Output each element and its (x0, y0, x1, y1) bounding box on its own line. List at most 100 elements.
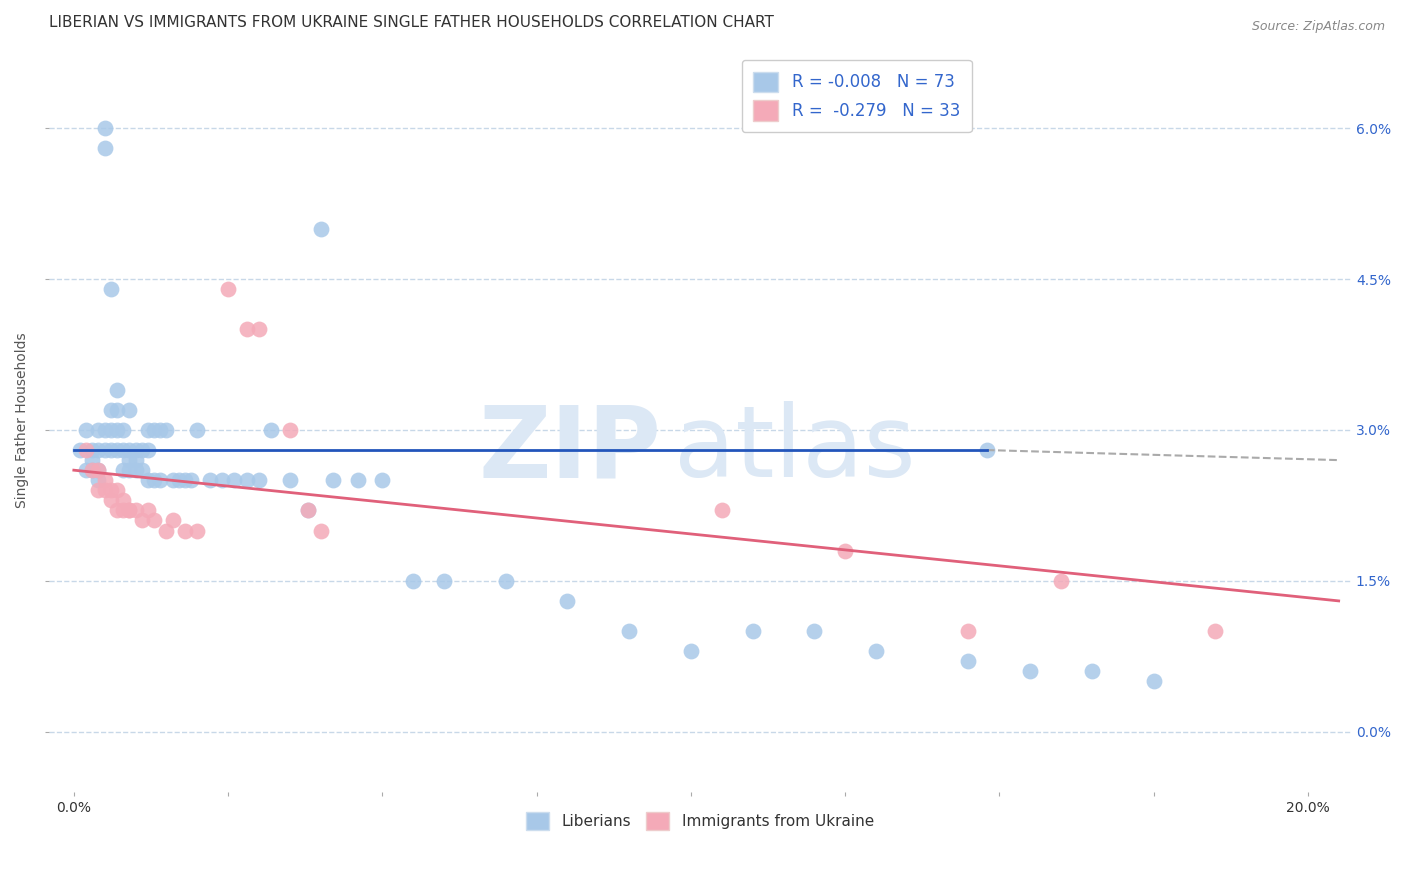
Point (143, 473, 166, 487)
Point (93, 423, 115, 437)
Point (105, 402, 128, 417)
Point (235, 322, 257, 336)
Point (155, 524, 177, 538)
Point (834, 543, 856, 558)
Point (297, 503, 319, 517)
Point (105, 443, 128, 458)
Point (167, 473, 190, 487)
Point (309, 222, 332, 236)
Point (402, 574, 425, 588)
Point (100, 483, 122, 498)
Point (82, 463, 104, 477)
Point (87, 463, 110, 477)
Point (1142, 674, 1164, 689)
Point (118, 503, 141, 517)
Point (136, 473, 159, 487)
Point (75, 443, 97, 458)
Point (260, 423, 283, 437)
Point (131, 463, 153, 477)
Point (100, 402, 122, 417)
Point (322, 473, 344, 487)
Text: Source: ZipAtlas.com: Source: ZipAtlas.com (1251, 20, 1385, 33)
Text: atlas: atlas (673, 401, 915, 498)
Point (93, 473, 115, 487)
Point (112, 463, 135, 477)
Point (112, 503, 135, 517)
Point (217, 282, 239, 296)
Point (75, 463, 97, 477)
Point (136, 423, 159, 437)
Point (82, 443, 104, 458)
Point (235, 473, 257, 487)
Point (82, 453, 104, 467)
Point (309, 524, 332, 538)
Point (93, 443, 115, 458)
Point (82, 463, 104, 477)
Point (100, 282, 122, 296)
Point (87, 423, 110, 437)
Point (118, 453, 141, 467)
Point (173, 524, 195, 538)
Point (143, 513, 166, 527)
Point (136, 503, 159, 517)
Point (112, 493, 135, 508)
Point (741, 624, 763, 638)
Point (118, 402, 141, 417)
Point (957, 654, 980, 668)
Point (186, 524, 208, 538)
Y-axis label: Single Father Households: Single Father Households (15, 332, 30, 508)
Point (224, 473, 246, 487)
Point (173, 473, 195, 487)
Point (149, 423, 172, 437)
Point (143, 423, 166, 437)
Point (278, 423, 301, 437)
Point (124, 453, 146, 467)
Text: ZIP: ZIP (478, 401, 661, 498)
Point (186, 423, 208, 437)
Point (155, 423, 177, 437)
Point (247, 322, 270, 336)
Legend: Liberians, Immigrants from Ukraine: Liberians, Immigrants from Ukraine (520, 805, 880, 837)
Point (617, 624, 640, 638)
Point (180, 473, 202, 487)
Point (118, 503, 141, 517)
Point (100, 493, 122, 508)
Point (976, 443, 998, 458)
Point (118, 443, 141, 458)
Point (93, 121, 115, 136)
Point (124, 443, 146, 458)
Point (105, 483, 128, 498)
Point (87, 483, 110, 498)
Text: LIBERIAN VS IMMIGRANTS FROM UKRAINE SINGLE FATHER HOUSEHOLDS CORRELATION CHART: LIBERIAN VS IMMIGRANTS FROM UKRAINE SING… (49, 15, 775, 30)
Point (105, 383, 128, 397)
Point (87, 463, 110, 477)
Point (112, 443, 135, 458)
Point (865, 644, 887, 658)
Point (278, 473, 301, 487)
Point (371, 473, 394, 487)
Point (100, 423, 122, 437)
Point (803, 624, 825, 638)
Point (124, 503, 146, 517)
Point (679, 644, 702, 658)
Point (211, 473, 233, 487)
Point (162, 513, 184, 527)
Point (1019, 665, 1042, 679)
Point (1050, 574, 1073, 588)
Point (557, 594, 579, 608)
Point (247, 473, 270, 487)
Point (131, 443, 153, 458)
Point (118, 463, 141, 477)
Point (710, 503, 733, 517)
Point (957, 624, 980, 638)
Point (93, 141, 115, 155)
Point (105, 503, 128, 517)
Point (297, 503, 319, 517)
Point (162, 473, 184, 487)
Point (87, 443, 110, 458)
Point (105, 423, 128, 437)
Point (198, 473, 221, 487)
Point (433, 574, 456, 588)
Point (131, 513, 153, 527)
Point (75, 423, 97, 437)
